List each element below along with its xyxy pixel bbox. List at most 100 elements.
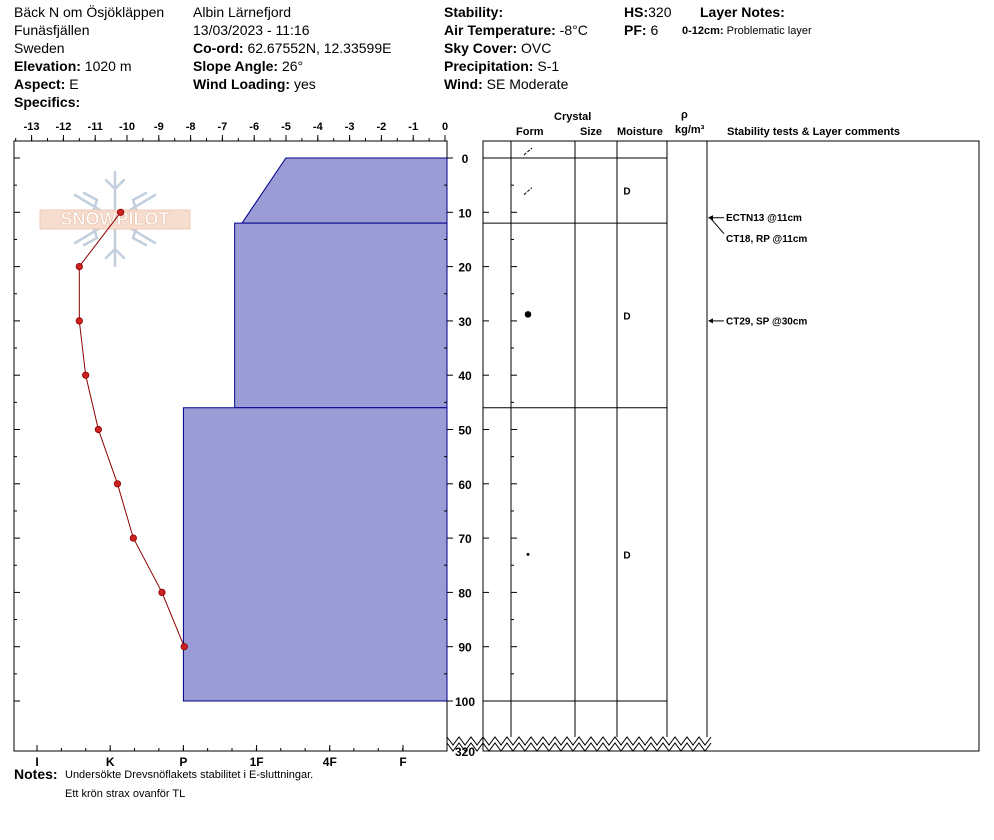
depth-tick-label: 20: [458, 261, 472, 275]
slope-label: Slope Angle:: [193, 58, 279, 74]
depth-tick-label: 30: [458, 315, 472, 329]
temperature-point: [158, 588, 166, 597]
depth-tick-label: 40: [458, 369, 472, 383]
temp-tick-label: -12: [55, 121, 71, 133]
test-label-0: ECTN13 @11cm: [726, 213, 802, 224]
temp-tick-label: -2: [377, 121, 387, 133]
depth-tick-label: 60: [458, 478, 472, 492]
temperature-point: [94, 425, 102, 434]
location-name: Bäck N om Ösjökläppen: [14, 4, 165, 20]
test-label-1: CT18, RP @11cm: [726, 234, 807, 245]
hardness-tick-label: I: [35, 755, 38, 769]
temp-tick-label: -8: [186, 121, 196, 133]
temp-tick-label: -4: [313, 121, 324, 133]
decomposing-form-icon: [523, 147, 533, 156]
aspect-label: Aspect:: [14, 76, 66, 92]
hardness-tick-label: 4F: [323, 755, 337, 769]
temp-tick-label: -9: [154, 121, 164, 133]
coord-row: Co-ord: 62.67552N, 12.33599E: [193, 40, 391, 57]
notes-line-1: Undersökte Drevsnöflakets stabilitet i E…: [65, 769, 314, 781]
depth-break-zigzag: [446, 742, 712, 752]
small-round-form-icon: [526, 552, 530, 556]
hardness-tick-label: K: [106, 755, 115, 769]
hs-label: HS:: [624, 4, 649, 20]
decomposing-form-icon: [523, 187, 533, 195]
wind-label: Wind:: [444, 76, 483, 92]
depth-axis: 0 10 20 30 40 50 60 70 80 90 100 320: [14, 152, 712, 759]
test-arrow-icon: [708, 318, 713, 324]
hardness-layer-0: [241, 157, 448, 224]
layer-moisture-0: D: [623, 187, 630, 198]
stability-tests: ECTN13 @11cm CT18, RP @11cm CT29, SP @30cm: [708, 213, 807, 327]
air-temp-value: -8°C: [559, 22, 588, 38]
wind-value: SE Moderate: [486, 76, 569, 92]
specifics-label: Specifics:: [14, 94, 81, 110]
precip-value: S-1: [537, 58, 560, 74]
observation-datetime: 13/03/2023 - 11:16: [193, 22, 310, 38]
form-header: Form: [516, 126, 544, 138]
depth-tick-label: 80: [458, 586, 472, 600]
notes-label: Notes:: [14, 766, 58, 782]
pf-label: PF:: [624, 22, 647, 38]
elevation-row: Elevation: 1020 m: [14, 58, 132, 75]
depth-bottom-label: 320: [455, 745, 475, 759]
temp-tick-label: -5: [281, 121, 291, 133]
temperature-point: [75, 317, 83, 325]
layer-notes-label: Layer Notes:: [700, 4, 785, 20]
slope-row: Slope Angle: 26°: [193, 58, 303, 75]
temperature-point: [82, 371, 90, 379]
hardness-tick-label: 1F: [250, 755, 264, 769]
sky-label: Sky Cover:: [444, 40, 518, 56]
hs-value: 320: [648, 4, 672, 20]
depth-tick-label: 100: [455, 695, 475, 709]
tests-header: Stability tests & Layer comments: [727, 126, 901, 138]
precip-row: Precipitation: S-1: [444, 58, 559, 75]
hardness-tick-label: P: [179, 755, 187, 769]
temp-tick-label: -11: [88, 121, 103, 133]
depth-tick-label: 90: [458, 641, 472, 655]
wind-loading-value: yes: [293, 76, 316, 92]
notes-line-2: Ett krön strax ovanför TL: [65, 788, 186, 800]
test-label-2: CT29, SP @30cm: [726, 316, 807, 327]
depth-tick-label: 70: [458, 532, 472, 546]
sky-value: OVC: [521, 40, 552, 56]
layer-note-text: Problematic layer: [726, 25, 812, 37]
pf-value: 6: [650, 22, 659, 38]
layer-note-range: 0-12cm:: [682, 25, 724, 37]
temperature-point: [129, 534, 137, 542]
depth-tick-label: 0: [462, 152, 469, 166]
wind-loading-row: Wind Loading: yes: [193, 76, 316, 93]
temp-tick-label: -7: [218, 121, 228, 133]
temperature-point: [117, 208, 125, 216]
size-header: Size: [580, 126, 603, 138]
crystal-header: Crystal: [554, 111, 592, 123]
temperature-point: [113, 480, 122, 488]
temp-tick-label: -6: [249, 121, 259, 133]
depth-tick-label: 50: [458, 424, 472, 438]
temperature-axis: -13 -12 -11 -10 -9 -8 -7 -6 -5 -4 -3 -2 -1 0: [15, 121, 448, 141]
wind-loading-label: Wind Loading:: [193, 76, 291, 92]
wind-row: Wind: SE Moderate: [444, 76, 568, 93]
moisture-header: Moisture: [617, 126, 663, 138]
coord-label: Co-ord:: [193, 40, 244, 56]
observer-name: Albin Lärnefjord: [193, 4, 292, 20]
temperature-point: [75, 262, 83, 271]
aspect-row: Aspect: E: [14, 76, 79, 93]
layer-table-frame: [482, 140, 980, 752]
hardness-tick-label: F: [399, 755, 406, 769]
hardness-layer-1: [234, 222, 448, 409]
rho-header: ρ: [681, 109, 688, 121]
air-temp-row: Air Temperature: -8°C: [444, 22, 588, 39]
hardness-layer-2: [182, 407, 448, 702]
temp-tick-label: 0: [442, 121, 448, 133]
hardness-layers: [182, 157, 448, 702]
temp-tick-label: -13: [24, 121, 40, 133]
test-arrow-icon: [708, 215, 713, 221]
test-leader-line: [709, 217, 725, 235]
temp-tick-label: -3: [345, 121, 355, 133]
round-form-icon: [524, 311, 532, 318]
area-name: Funäsfjällen: [14, 22, 90, 38]
elevation-value: 1020 m: [84, 58, 132, 74]
depth-break-zigzag: [446, 736, 712, 746]
